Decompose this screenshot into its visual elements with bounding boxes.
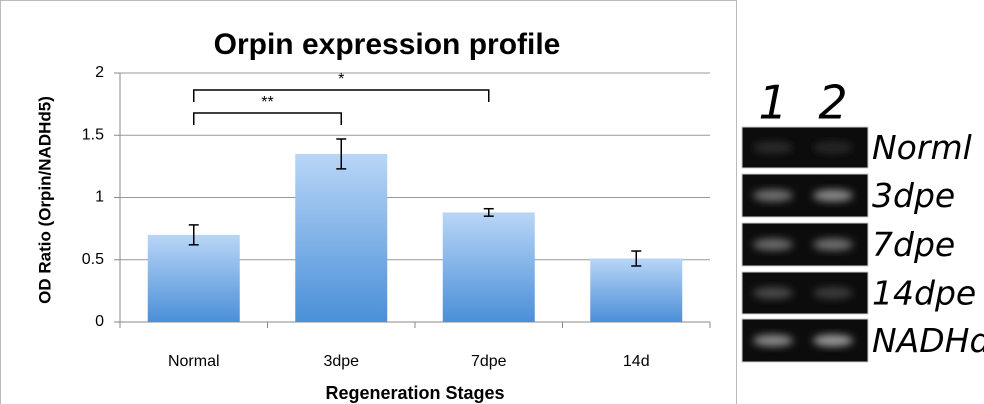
y-tick-label: 2 bbox=[95, 64, 104, 81]
x-tick-label: 3dpe bbox=[323, 353, 359, 370]
gel-row-label: 7dpe bbox=[872, 225, 955, 264]
gel-row-label: 3dpe bbox=[872, 176, 955, 215]
bar bbox=[148, 235, 240, 322]
gel-band bbox=[753, 142, 793, 154]
gel-row-label: 14dpe bbox=[872, 274, 976, 313]
chart: Orpin expression profile OD Ratio (Orpin… bbox=[0, 0, 984, 404]
y-axis-label: OD Ratio (Orpin/NADHd5) bbox=[35, 96, 54, 304]
bar bbox=[443, 212, 535, 322]
gel-band bbox=[753, 287, 793, 299]
lane-label: 1 bbox=[758, 76, 787, 130]
y-tick-label: 0 bbox=[95, 313, 104, 330]
gel-row-label: Norml bbox=[872, 128, 972, 167]
y-tick-label: 1 bbox=[95, 189, 104, 206]
gel-band bbox=[813, 287, 853, 299]
x-tick-label: 14d bbox=[623, 353, 650, 370]
gel-band bbox=[813, 190, 853, 202]
significance-bracket bbox=[194, 90, 489, 102]
gel-band bbox=[753, 335, 793, 347]
significance-label: ** bbox=[261, 94, 273, 111]
gel-band bbox=[813, 335, 853, 347]
bar bbox=[295, 154, 387, 322]
gel-band bbox=[813, 239, 853, 251]
gel-row-label: NADHd bbox=[872, 321, 984, 360]
gel-band bbox=[753, 239, 793, 251]
significance-bracket bbox=[194, 113, 342, 125]
bar bbox=[590, 259, 682, 322]
gel-band bbox=[753, 190, 793, 202]
significance-label: * bbox=[338, 71, 344, 88]
x-tick-label: 7dpe bbox=[471, 353, 507, 370]
y-tick-label: 0.5 bbox=[82, 251, 104, 268]
gel-band bbox=[813, 142, 853, 154]
chart-title: Orpin expression profile bbox=[214, 28, 561, 61]
x-tick-label: Normal bbox=[168, 353, 220, 370]
x-axis-label: Regeneration Stages bbox=[325, 383, 504, 403]
figure: Orpin expression profile OD Ratio (Orpin… bbox=[0, 0, 984, 404]
y-tick-label: 1.5 bbox=[82, 126, 104, 143]
lane-label: 2 bbox=[818, 76, 847, 130]
